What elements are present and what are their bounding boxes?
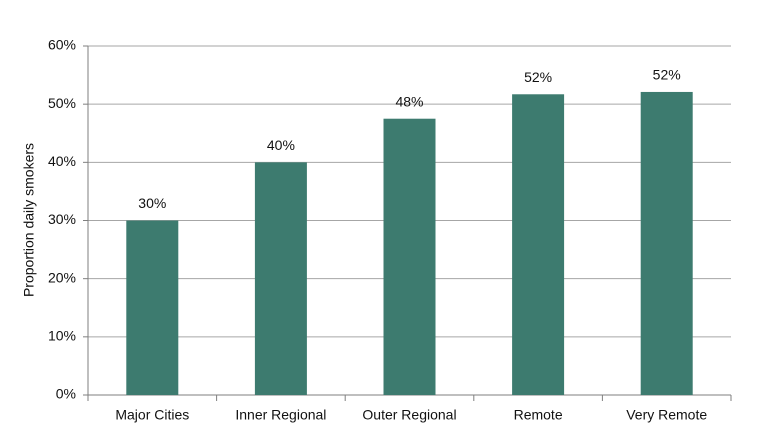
- x-tick-label: Inner Regional: [235, 407, 326, 423]
- data-label: 30%: [138, 195, 166, 211]
- y-axis-title: Proportion daily smokers: [21, 143, 37, 297]
- bar: [640, 91, 693, 396]
- x-tick-label: Outer Regional: [362, 407, 456, 423]
- y-tick-label: 60%: [48, 37, 76, 53]
- bar: [512, 94, 565, 396]
- y-tick-label: 10%: [48, 328, 76, 344]
- data-label: 52%: [524, 69, 552, 85]
- data-label: 52%: [653, 67, 681, 83]
- y-tick-label: 30%: [48, 211, 76, 227]
- data-label: 48%: [395, 93, 423, 109]
- bar: [383, 118, 436, 395]
- y-tick-label: 20%: [48, 269, 76, 285]
- y-tick-label: 50%: [48, 95, 76, 111]
- y-tick-label: 40%: [48, 153, 76, 169]
- y-tick-label: 0%: [56, 386, 76, 402]
- x-tick-label: Major Cities: [115, 407, 189, 423]
- data-label: 40%: [267, 137, 295, 153]
- bar: [254, 162, 307, 395]
- x-tick-label: Remote: [514, 407, 563, 423]
- bar: [126, 220, 179, 395]
- x-tick-label: Very Remote: [626, 407, 707, 423]
